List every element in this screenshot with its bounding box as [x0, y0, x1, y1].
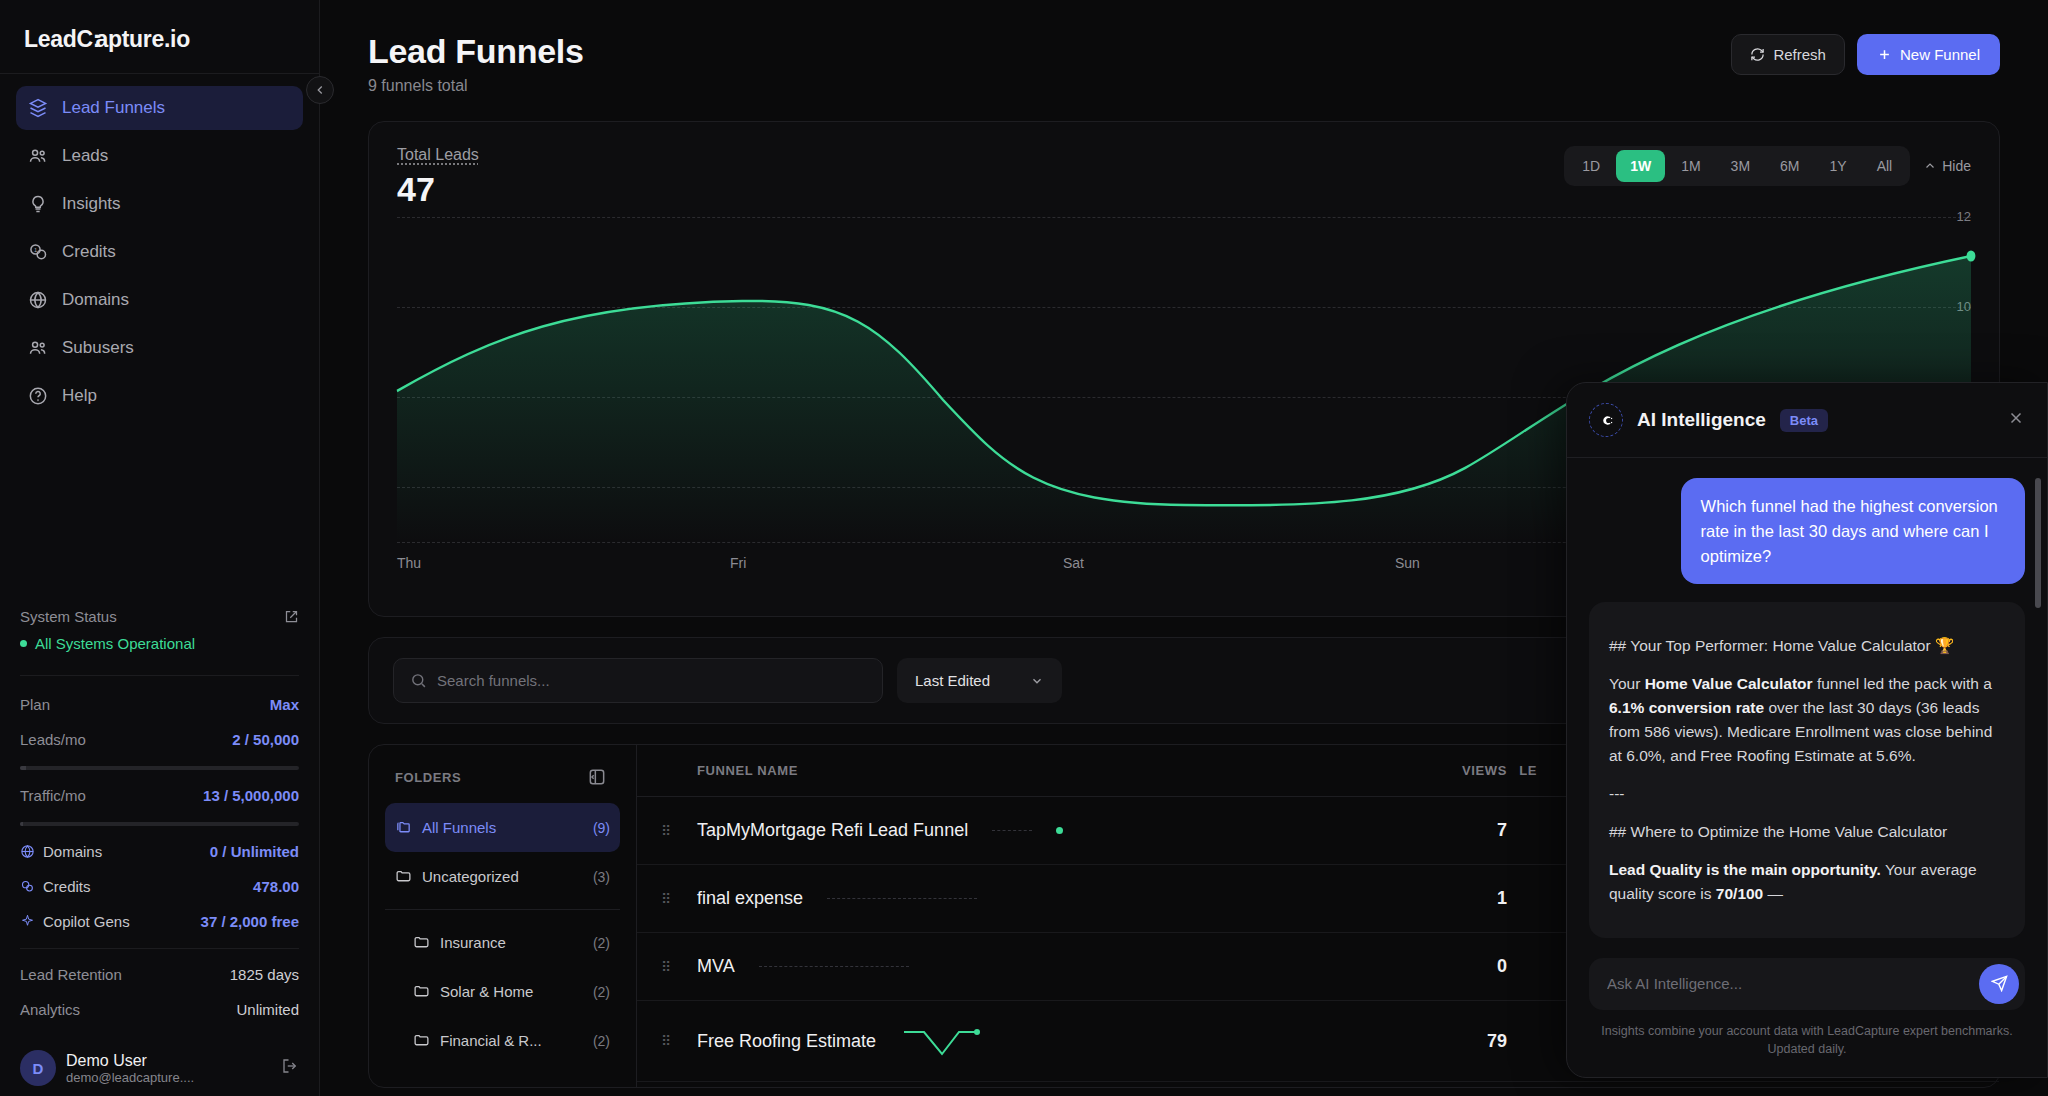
svg-text:1: 1 [34, 247, 37, 253]
